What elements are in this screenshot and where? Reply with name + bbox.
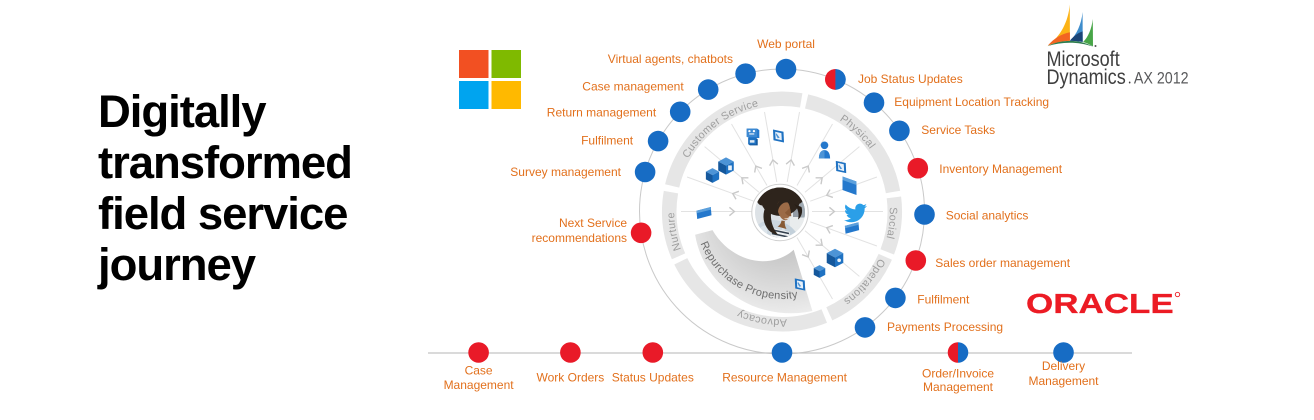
svg-text:Dynamics: Dynamics (1047, 66, 1126, 90)
svg-text:Microsoft: Microsoft (1047, 48, 1121, 72)
svg-text:Management: Management (923, 380, 994, 394)
svg-text:Case management: Case management (582, 80, 684, 94)
svg-text:ORACLE: ORACLE (1026, 287, 1174, 319)
svg-text:Status Updates: Status Updates (612, 371, 694, 385)
svg-text:Management: Management (444, 378, 515, 392)
svg-text:Case: Case (465, 364, 493, 378)
svg-text:Service Tasks: Service Tasks (921, 123, 995, 137)
svg-text:recommendations: recommendations (532, 231, 627, 245)
svg-text:AX 2012: AX 2012 (1134, 69, 1189, 87)
svg-text:Fulfilment: Fulfilment (917, 292, 970, 306)
svg-text:Resource Management: Resource Management (722, 371, 847, 385)
svg-text:Equipment Location Tracking: Equipment Location Tracking (894, 95, 1049, 109)
svg-text:Sales order management: Sales order management (935, 256, 1070, 270)
svg-text:Virtual agents, chatbots: Virtual agents, chatbots (608, 52, 733, 66)
svg-text:Fulfilment: Fulfilment (581, 133, 634, 147)
svg-text:Next Service: Next Service (559, 216, 627, 230)
svg-text:Work Orders: Work Orders (537, 371, 605, 385)
svg-text:Social: Social (884, 207, 899, 240)
svg-text:Payments Processing: Payments Processing (887, 320, 1003, 334)
svg-text:Operations: Operations (841, 257, 887, 308)
svg-text:Web portal: Web portal (757, 37, 815, 51)
svg-text:Management: Management (1028, 374, 1099, 388)
svg-text:Survey management: Survey management (510, 165, 621, 179)
svg-text:Order/Invoice: Order/Invoice (922, 366, 994, 380)
svg-text:Delivery: Delivery (1042, 359, 1085, 373)
svg-text:Return management: Return management (547, 105, 657, 119)
svg-text:Job Status Updates: Job Status Updates (858, 72, 963, 86)
svg-text:Social analytics: Social analytics (946, 209, 1029, 223)
svg-text:Inventory Management: Inventory Management (939, 162, 1062, 176)
